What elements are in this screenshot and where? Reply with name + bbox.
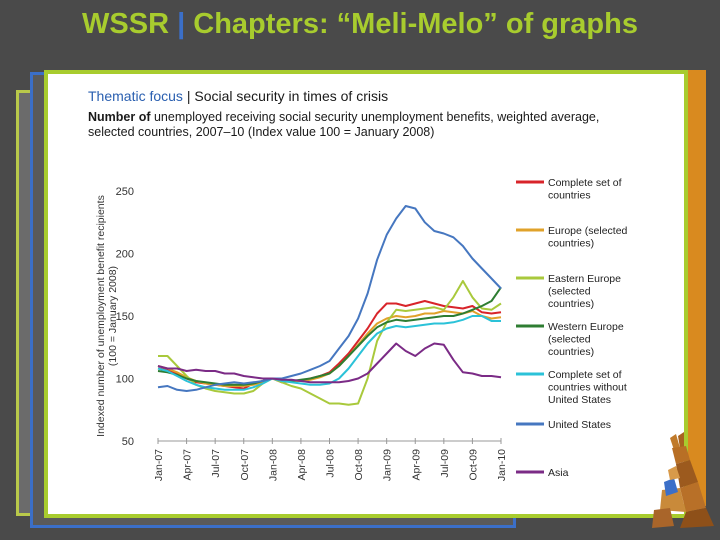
- legend-label-line: United States: [548, 419, 611, 431]
- x-tick-label: Apr-07: [182, 449, 194, 481]
- legend-label: Europe (selected countries): [548, 225, 628, 250]
- x-tick-label: Jan-09: [382, 449, 394, 481]
- y-tick-label: 200: [116, 249, 134, 261]
- legend-label-line: United States: [548, 394, 611, 406]
- series-line: [157, 205, 502, 392]
- slide-title: WSSR | Chapters: “Meli-Melo” of graphs: [0, 8, 720, 41]
- x-tick-label: Jan-07: [153, 449, 165, 481]
- legend-label-line: (selected: [548, 334, 591, 346]
- focus-label: Thematic focus: [88, 88, 183, 104]
- y-tick-label: 100: [116, 374, 134, 386]
- y-tick-label: 150: [116, 311, 134, 323]
- title-main: Chapters: “Meli-Melo” of graphs: [193, 8, 638, 40]
- legend-label-line: Complete set of: [548, 177, 622, 189]
- chart-panel: Thematic focus | Social security in time…: [44, 70, 688, 518]
- x-tick-label: Jul-09: [439, 449, 451, 478]
- x-tick-label: Oct-07: [239, 449, 251, 481]
- x-tick-label: Jan-10: [496, 449, 508, 481]
- x-tick-label: Jul-08: [325, 449, 337, 478]
- legend-label-line: countries: [548, 190, 591, 202]
- series-line: [157, 286, 502, 386]
- x-tick-label: Oct-08: [353, 449, 365, 481]
- legend-label-line: (selected: [548, 286, 591, 298]
- legend-label-line: Eastern Europe: [548, 273, 621, 285]
- x-tick-label: Jul-07: [210, 449, 222, 478]
- title-prefix: WSSR: [82, 8, 170, 40]
- caption-bold: Number of: [88, 110, 151, 124]
- kangaroo-mascot-icon: [652, 432, 714, 528]
- y-axis-label: Indexed number of unemployment benefit r…: [95, 195, 107, 437]
- legend-label-line: countries): [548, 346, 594, 358]
- series-line: [157, 342, 502, 384]
- x-tick-label: Apr-08: [296, 449, 308, 481]
- series-line: [157, 315, 501, 391]
- y-axis-label: (100 = January 2008): [107, 266, 119, 366]
- x-tick-label: Apr-09: [410, 449, 422, 481]
- y-tick-label: 250: [116, 186, 134, 198]
- caption-rest: unemployed receiving social security une…: [88, 110, 600, 139]
- legend-label: Complete set of countries: [548, 177, 622, 202]
- legend-label: Eastern Europe (selected countries): [548, 273, 621, 310]
- y-tick-label: 50: [122, 436, 134, 448]
- chart-caption: Number of unemployed receiving social se…: [88, 110, 648, 140]
- legend-label-line: Western Europe: [548, 321, 624, 333]
- title-separator: |: [169, 8, 194, 40]
- legend-label-line: countries): [548, 238, 594, 250]
- x-tick-label: Oct-09: [467, 449, 479, 481]
- series-line: [157, 300, 502, 390]
- focus-text: Social security in times of crisis: [194, 88, 389, 104]
- legend-label-line: countries without: [548, 382, 627, 394]
- legend-label: Western Europe (selected countries): [548, 321, 624, 358]
- legend-label-line: countries): [548, 298, 594, 310]
- legend-label: Complete set of countries without United S…: [548, 369, 627, 406]
- legend-label-line: Complete set of: [548, 369, 622, 381]
- focus-separator: |: [182, 88, 195, 104]
- legend-label: Asia: [548, 467, 569, 479]
- thematic-subtitle: Thematic focus | Social security in time…: [88, 88, 388, 104]
- legend-label: United States: [548, 419, 611, 431]
- x-tick-label: Jan-08: [267, 449, 279, 481]
- line-chart: 50 100 150 200 250 Indexed number of unemploy…: [95, 177, 628, 481]
- legend-label-line: Asia: [548, 467, 569, 479]
- legend-label-line: Europe (selected: [548, 225, 628, 237]
- series-line: [158, 280, 502, 406]
